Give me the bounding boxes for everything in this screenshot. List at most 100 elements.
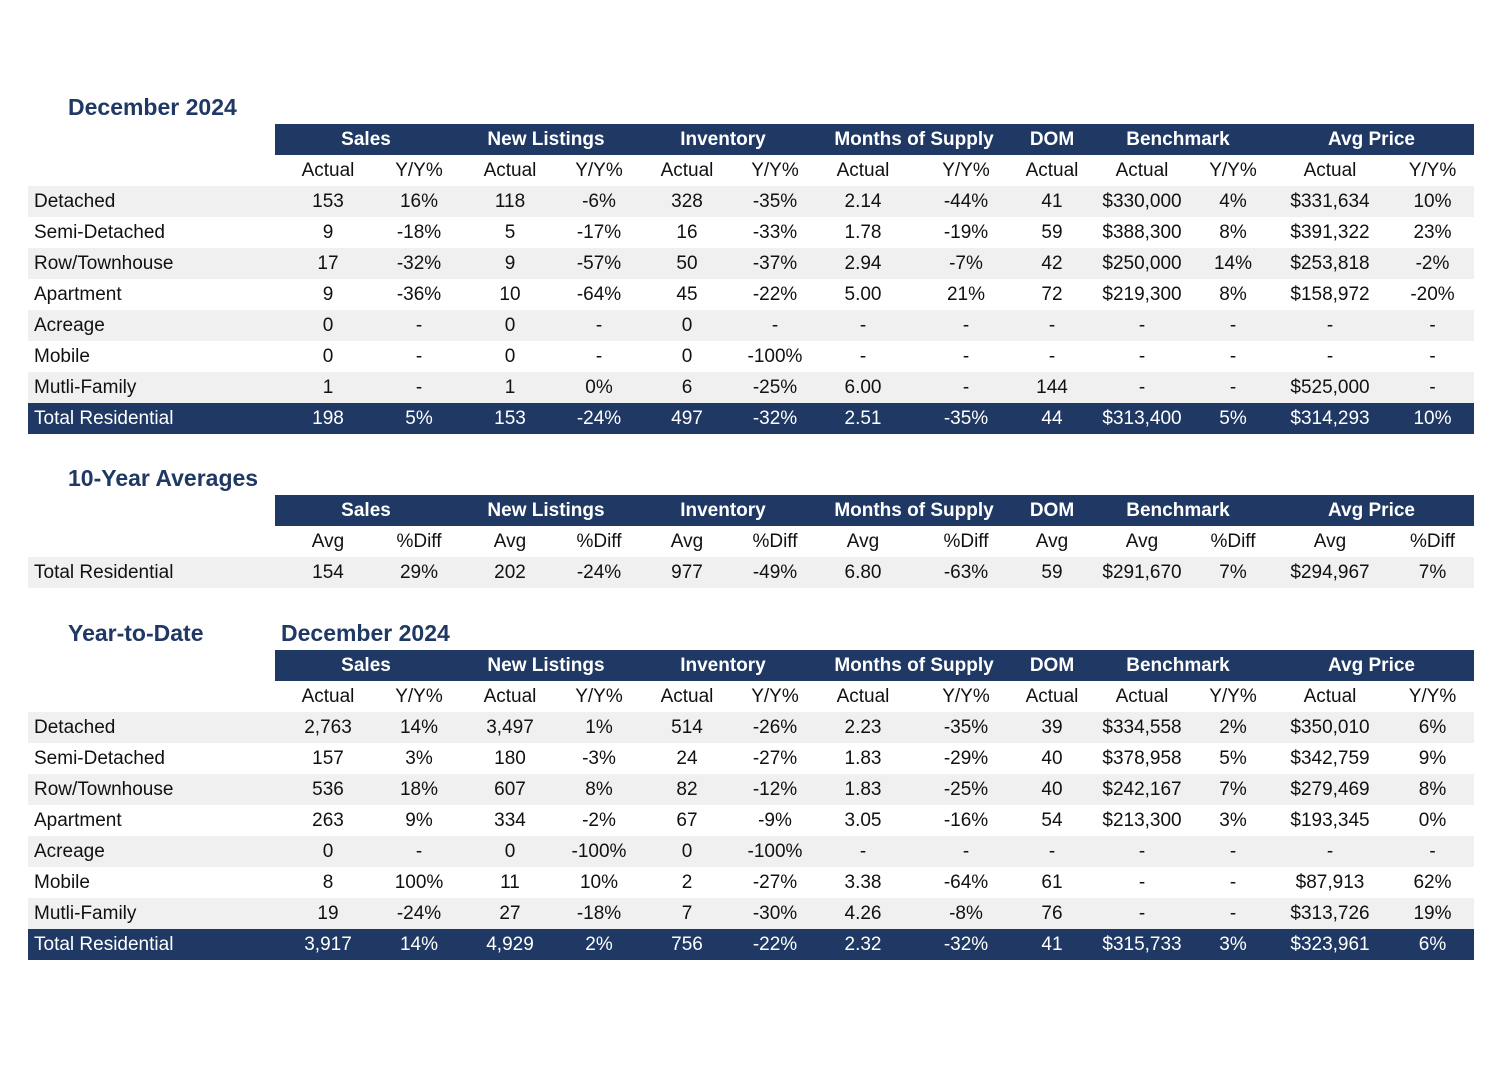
table-cell: 1%: [563, 712, 635, 743]
table-cell: 3.05: [844, 809, 882, 831]
table-cell: 3,497: [457, 712, 563, 743]
subheader-cell: %Diff: [576, 530, 622, 552]
table-cell: 118: [457, 186, 563, 217]
table-cell: 4%: [1197, 186, 1269, 217]
table-row: Mutli-Family 1-1 0% 6 -25% 6.00-144- - $525,000…: [28, 372, 1475, 403]
table-row: Detached 153 16% 118 -6% 328 -35% 2.14 -44% 41 $33…: [28, 186, 1475, 217]
table-cell: 59: [1041, 221, 1063, 243]
table-cell: 514: [635, 712, 739, 743]
table-cell: 50: [635, 248, 739, 279]
ytd-title: Year-to-Date: [68, 620, 204, 646]
table-cell: $87,913: [1295, 871, 1365, 893]
table-cell: $378,958: [1102, 747, 1182, 769]
table-cell: 41: [1017, 186, 1087, 217]
table-cell: 3%: [1219, 809, 1247, 831]
group-header: Benchmark: [1087, 650, 1269, 681]
table-cell: $158,972: [1290, 283, 1370, 305]
table-cell: 1.83: [811, 774, 915, 805]
table-cell: 29%: [381, 557, 457, 588]
table-row: Mutli-Family 19 -24% 27 -18% 7 -30% 4.26 -8% 76- -…: [28, 898, 1475, 929]
subheader-cell: Actual: [1303, 685, 1357, 707]
total-cell: -32%: [915, 929, 1017, 960]
table-cell: -9%: [758, 809, 792, 831]
total-row: Total Residential 3,917 14% 4,929 2% 756 -22% 2…: [28, 929, 1475, 960]
table-cell: -: [915, 836, 1017, 867]
table-cell: -: [811, 310, 915, 341]
table-row: Apartment 9 -36% 10 -64% 45 -22% 5.00 21% 72 $219,…: [28, 279, 1474, 310]
table-cell: 61: [1041, 871, 1063, 893]
table-cell: 2: [681, 871, 693, 893]
row-label: Acreage: [28, 836, 275, 867]
table-cell: -57%: [563, 248, 635, 279]
table-cell: -8%: [915, 898, 1017, 929]
group-header: Sales: [275, 124, 457, 155]
table-cell: -: [1197, 898, 1269, 929]
header-spacer: [28, 124, 275, 155]
table-cell: 2.14: [811, 186, 915, 217]
table-cell: 2.94: [811, 248, 915, 279]
table-cell: -: [1017, 836, 1087, 867]
table-cell: -16%: [943, 809, 989, 831]
table-cell: -22%: [752, 283, 798, 305]
table-cell: 40: [1017, 774, 1087, 805]
table-cell: -29%: [943, 747, 989, 769]
table-cell: $388,300: [1102, 221, 1182, 243]
table-cell: $294,967: [1269, 557, 1391, 588]
table-cell: 154: [275, 557, 381, 588]
row-label: Apartment: [34, 283, 122, 305]
table-cell: -24%: [563, 557, 635, 588]
table-cell: 62%: [1413, 871, 1452, 893]
subheader-cell: Actual: [660, 685, 714, 707]
row-label: Mobile: [34, 345, 90, 367]
table-row: Acreage 0-0 -100% 0 -100% - - - - - - -: [28, 836, 1475, 867]
table-cell: 9%: [1418, 747, 1447, 769]
table-cell: -: [1229, 871, 1237, 893]
table-cell: $330,000: [1087, 186, 1197, 217]
group-header: Months of Supply: [811, 650, 1017, 681]
table-cell: -2%: [1391, 248, 1475, 279]
table-cell: 0: [457, 836, 563, 867]
total-cell: 6%: [1391, 929, 1475, 960]
table-cell: 19: [275, 898, 381, 929]
table-cell: $219,300: [1102, 283, 1182, 305]
subheader-cell: Actual: [483, 159, 537, 181]
table-cell: 0: [681, 345, 693, 367]
subheader-cell: Y/Y%: [1408, 685, 1457, 707]
table-cell: $213,300: [1102, 809, 1182, 831]
total-cell: -22%: [739, 929, 811, 960]
table-cell: 4.26: [811, 898, 915, 929]
table-cell: 5.00: [844, 283, 882, 305]
table-cell: -7%: [915, 248, 1017, 279]
table-cell: $313,726: [1269, 898, 1391, 929]
group-header: Sales: [275, 650, 457, 681]
table-cell: -: [415, 345, 423, 367]
group-header: Inventory: [635, 650, 811, 681]
table-cell: $279,469: [1269, 774, 1391, 805]
subheader-row: Actual Y/Y% Actual Y/Y% Actual Y/Y% Actual Y/Y%…: [28, 155, 1474, 186]
table-cell: -: [962, 345, 970, 367]
group-header-row: Sales New Listings Inventory Months of Supp…: [28, 650, 1475, 681]
group-header: Inventory: [635, 124, 811, 155]
table-cell: -: [381, 310, 457, 341]
table-cell: -: [381, 836, 457, 867]
subheader-cell: Y/Y%: [942, 159, 990, 181]
total-label: Total Residential: [28, 403, 275, 434]
table-cell: 10%: [1391, 186, 1475, 217]
table-cell: -: [1138, 871, 1146, 893]
table-cell: -: [595, 345, 603, 367]
group-header: Avg Price: [1269, 650, 1475, 681]
total-cell: 44: [1017, 403, 1087, 434]
table-cell: -: [1391, 372, 1475, 403]
total-cell: 2.32: [811, 929, 915, 960]
table-cell: 0: [635, 310, 739, 341]
group-header: Months of Supply: [811, 495, 1017, 526]
subheader-cell: Avg: [493, 530, 527, 552]
subheader-cell: Actual: [1025, 685, 1079, 707]
table-cell: 9: [322, 221, 334, 243]
table-row: Row/Townhouse 17 -32% 9 -57% 50 -37% 2.94 -7% 42 $…: [28, 248, 1475, 279]
table-cell: -49%: [739, 557, 811, 588]
table-cell: 6.80: [811, 557, 915, 588]
table-cell: -3%: [582, 747, 616, 769]
group-header: DOM: [1017, 124, 1087, 155]
table-cell: -: [1229, 345, 1237, 367]
